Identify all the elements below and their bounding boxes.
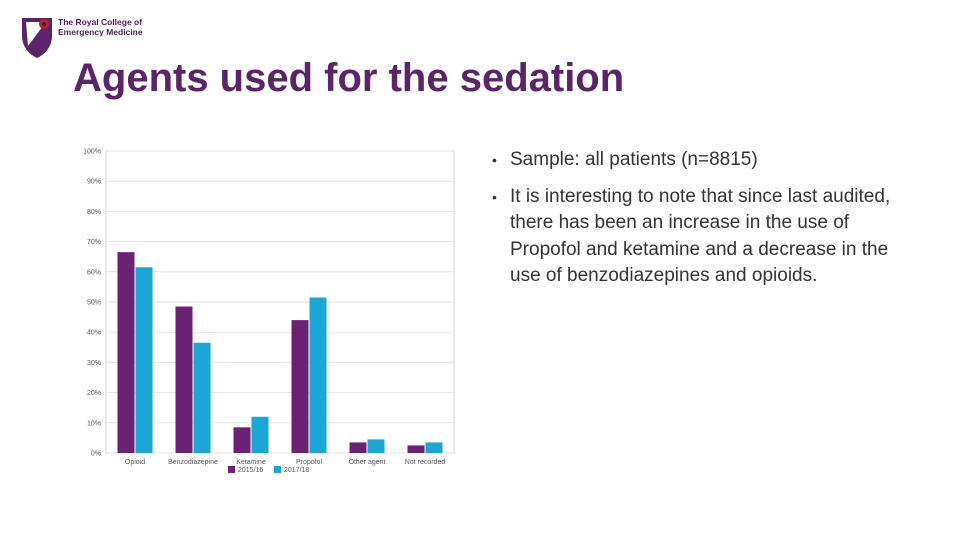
y-tick-label: 40% [87,330,101,337]
bullet-text: It is interesting to note that since las… [510,185,891,287]
y-tick-label: 20% [87,390,101,397]
y-tick-label: 30% [87,360,101,367]
y-tick-label: 10% [87,420,101,427]
bullet-item: • Sample: all patients (n=8815) [490,147,910,174]
bar-2017-18 [251,416,269,453]
bar-chart-svg: 0% 10% 20% 30% 40% 50% 60% 70% 80% 90% 100% Opioid B… [83,149,455,474]
bar-2017-18 [309,297,327,453]
college-logo: The Royal College of Emergency Medicine [20,16,160,62]
bar-2017-18 [135,267,153,453]
y-tick-label: 100% [83,149,101,156]
college-shield-icon [22,18,52,58]
bar-2017-18 [425,442,443,453]
x-tick-label: Opioid [125,459,145,466]
bar-2015-16 [233,427,251,453]
legend-swatch [228,466,235,473]
bullet-list: • Sample: all patients (n=8815) • It is … [490,147,910,300]
legend-label: 2015/16 [238,467,263,474]
x-tick-label: Not recorded [405,459,446,466]
x-tick-label: Other agent [349,459,386,466]
bullet-dot-icon: • [492,188,497,205]
logo-line-2: Emergency Medicine [58,27,143,37]
bar-2017-18 [367,439,385,453]
bar-2015-16 [117,252,135,453]
legend-label: 2017/18 [284,467,309,474]
bar-2015-16 [407,445,425,453]
bullet-item: • It is interesting to note that since l… [490,184,910,290]
bar-2015-16 [291,320,309,453]
y-tick-label: 90% [87,179,101,186]
y-tick-label: 70% [87,239,101,246]
bar-2015-16 [349,442,367,453]
y-tick-label: 60% [87,269,101,276]
x-tick-label: Benzodiazepine [168,459,218,466]
y-tick-label: 80% [87,209,101,216]
legend-swatch [274,466,281,473]
x-tick-label: Ketamine [236,459,266,466]
logo-text: The Royal College of Emergency Medicine [58,17,143,37]
sedation-agents-chart: 0% 10% 20% 30% 40% 50% 60% 70% 80% 90% 100% Opioid B… [76,142,460,488]
bar-2015-16 [175,306,193,453]
bar-2017-18 [193,342,211,453]
y-tick-label: 50% [87,300,101,307]
bullet-text: Sample: all patients (n=8815) [510,149,758,170]
logo-line-1: The Royal College of [58,17,143,27]
bullet-dot-icon: • [492,152,497,168]
x-tick-label: Propofol [296,459,323,466]
slide-title: Agents used for the sedation [73,56,625,100]
y-tick-label: 0% [91,451,101,458]
